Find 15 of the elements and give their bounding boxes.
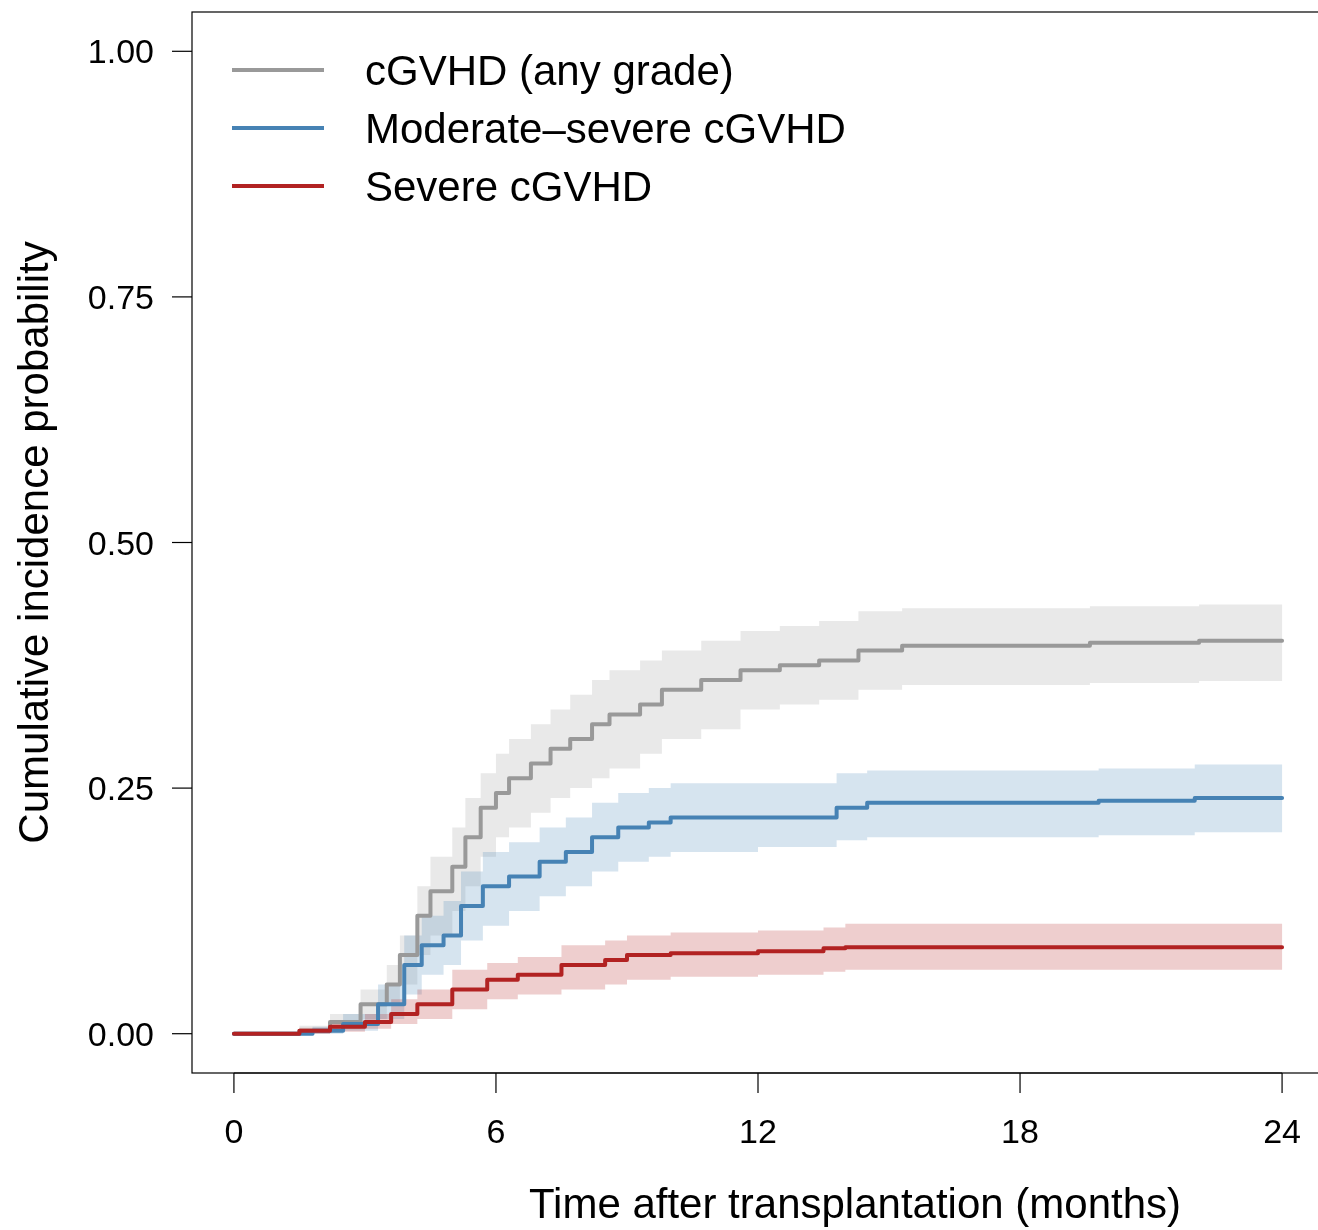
x-tick-label: 6: [486, 1112, 506, 1150]
y-tick-label: 0.00: [87, 1014, 154, 1053]
x-axis-title: Time after transplantation (months): [528, 1180, 1182, 1227]
y-axis-title: Cumulative incidence probability: [10, 241, 57, 844]
x-tick-label: 24: [1263, 1112, 1301, 1150]
y-tick-label: 0.50: [87, 523, 154, 562]
y-tick-label: 0.75: [87, 277, 154, 316]
x-tick-label: 18: [1001, 1112, 1039, 1150]
legend-label: cGVHD (any grade): [365, 46, 734, 94]
x-tick-label: 0: [224, 1112, 244, 1150]
legend-label: Severe cGVHD: [365, 162, 653, 210]
y-tick-label: 1.00: [87, 32, 154, 71]
x-tick-label: 12: [739, 1112, 777, 1150]
y-tick-label: 0.25: [87, 769, 154, 808]
legend-label: Moderate–severe cGVHD: [365, 104, 846, 152]
